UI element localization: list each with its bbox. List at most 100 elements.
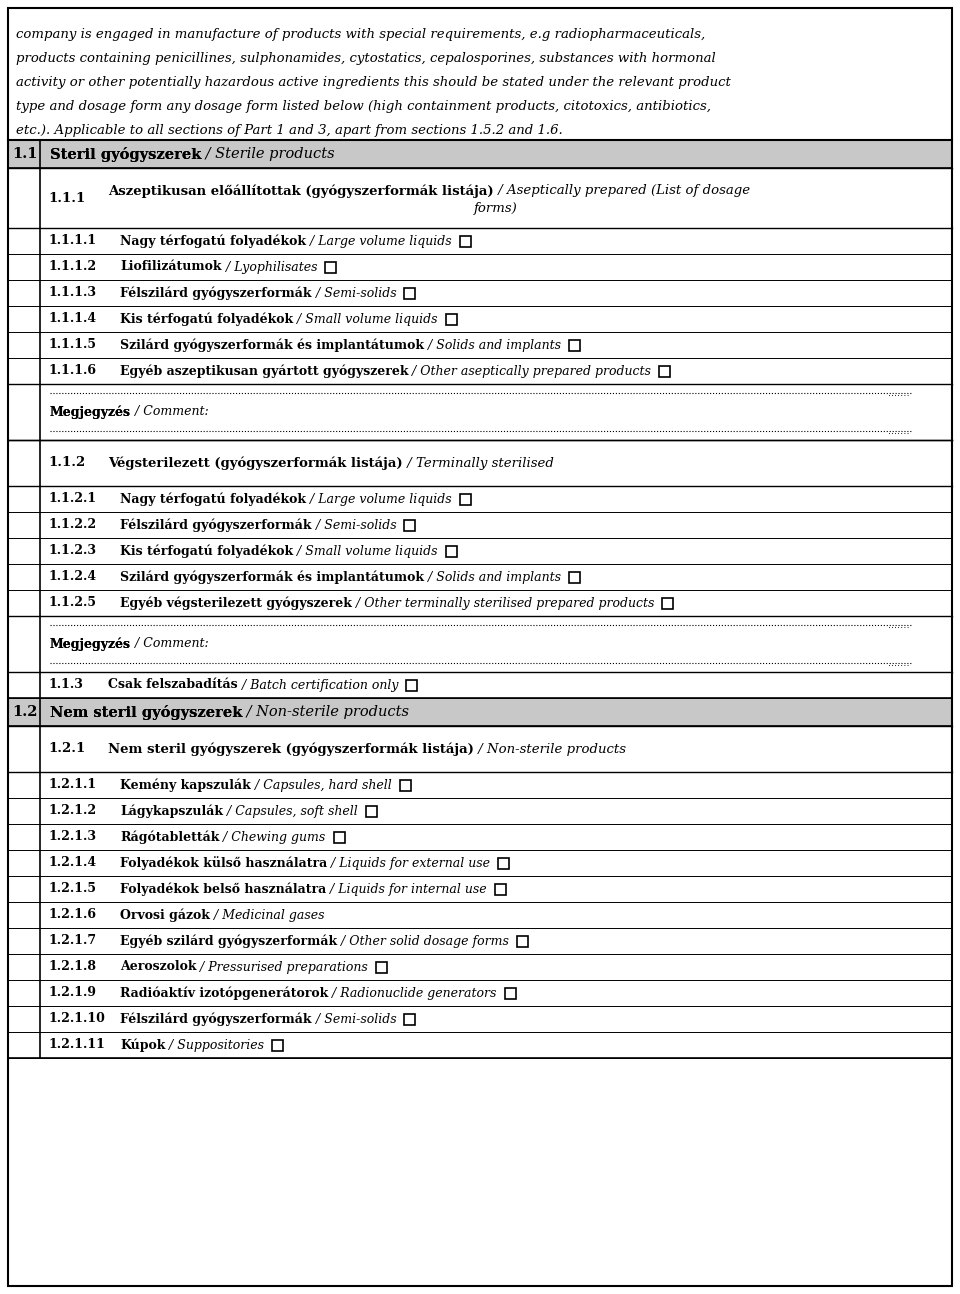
Text: ....…: ....… — [888, 620, 910, 630]
Bar — [8, 1033, 952, 1058]
Bar — [406, 679, 418, 691]
Text: / Other solid dosage forms: / Other solid dosage forms — [337, 934, 509, 947]
Text: / Other aseptically prepared products: / Other aseptically prepared products — [409, 365, 652, 378]
Text: 1.1.1.1: 1.1.1.1 — [48, 234, 96, 247]
Text: ....…: ....… — [888, 388, 910, 399]
Bar — [376, 961, 387, 973]
Text: Csak felszabadítás: Csak felszabadítás — [108, 678, 238, 691]
Text: 1.1.1.4: 1.1.1.4 — [48, 312, 96, 326]
Bar — [8, 538, 952, 564]
Text: 1.1.1.3: 1.1.1.3 — [48, 286, 96, 299]
Text: / Liquids for external use: / Liquids for external use — [327, 857, 491, 870]
Text: etc.). Applicable to all sections of Part 1 and 3, apart from sections 1.5.2 and: etc.). Applicable to all sections of Par… — [16, 124, 563, 137]
Bar — [498, 858, 509, 868]
Text: / Other terminally sterilised prepared products: / Other terminally sterilised prepared p… — [352, 597, 655, 609]
Text: 1.2: 1.2 — [12, 705, 37, 719]
Text: Nem steril gyógyszerek: Nem steril gyógyszerek — [50, 704, 242, 719]
Text: / Suppositories: / Suppositories — [165, 1039, 264, 1052]
Bar — [8, 487, 952, 512]
Bar — [445, 546, 457, 556]
Text: activity or other potentially hazardous active ingredients this should be stated: activity or other potentially hazardous … — [16, 76, 731, 89]
Bar — [8, 564, 952, 590]
Bar — [8, 358, 952, 384]
Bar — [8, 305, 952, 333]
Text: 1.2.1.8: 1.2.1.8 — [48, 960, 96, 973]
Text: ....…: ....… — [888, 657, 910, 668]
Text: 1.2.1.5: 1.2.1.5 — [48, 883, 96, 895]
Text: 1.2.1.1: 1.2.1.1 — [48, 779, 96, 792]
Text: products containing penicillines, sulphonamides, cytostatics, cepalosporines, su: products containing penicillines, sulpho… — [16, 52, 716, 65]
Text: / Large volume liquids: / Large volume liquids — [306, 234, 451, 247]
Text: Orvosi gázok: Orvosi gázok — [120, 908, 210, 921]
Text: / Pressurised preparations: / Pressurised preparations — [197, 960, 369, 973]
Text: / Chewing gums: / Chewing gums — [220, 831, 325, 844]
Bar — [8, 726, 952, 773]
Text: 1.1.1: 1.1.1 — [48, 192, 85, 204]
Text: 1.2.1: 1.2.1 — [48, 743, 85, 756]
Bar — [494, 884, 506, 894]
Text: 1.1.1.5: 1.1.1.5 — [48, 339, 96, 352]
Text: / Solids and implants: / Solids and implants — [424, 571, 561, 584]
Text: 1.2.1.3: 1.2.1.3 — [48, 831, 96, 844]
Text: Lágykapszulák: Lágykapszulák — [120, 805, 223, 818]
Text: Félszilárd gyógyszerformák: Félszilárd gyógyszerformák — [120, 519, 311, 532]
Text: 1.1.2.4: 1.1.2.4 — [48, 571, 96, 584]
Bar — [404, 519, 415, 531]
Text: Megjegyzés: Megjegyzés — [50, 405, 131, 419]
Text: / Semi-solids: / Semi-solids — [311, 519, 396, 532]
Bar — [8, 798, 952, 824]
Text: Végsterilezett (gyógyszerformák listája): Végsterilezett (gyógyszerformák listája) — [108, 457, 402, 470]
Text: / Radionuclide generators: / Radionuclide generators — [328, 986, 496, 999]
Bar — [8, 850, 952, 876]
Text: Megjegyzés: Megjegyzés — [50, 637, 131, 651]
Text: Nagy térfogatú folyadékok: Nagy térfogatú folyadékok — [120, 492, 306, 506]
Text: / Non-sterile products: / Non-sterile products — [242, 705, 409, 719]
Text: 1.2.1.4: 1.2.1.4 — [48, 857, 96, 870]
Text: Radióaktív izotópgenerátorok: Radióaktív izotópgenerátorok — [120, 986, 328, 1000]
Text: 1.1: 1.1 — [12, 148, 37, 160]
Text: / Batch certification only: / Batch certification only — [238, 678, 398, 691]
Text: / Capsules, soft shell: / Capsules, soft shell — [223, 805, 358, 818]
Bar — [404, 1013, 415, 1025]
Text: type and dosage form any dosage form listed below (high containment products, ci: type and dosage form any dosage form lis… — [16, 100, 711, 113]
Text: company is engaged in manufacture of products with special requirements, e.g rad: company is engaged in manufacture of pro… — [16, 28, 706, 41]
Bar — [8, 954, 952, 980]
Text: / Capsules, hard shell: / Capsules, hard shell — [251, 779, 392, 792]
Text: 1.2.1.9: 1.2.1.9 — [48, 986, 96, 999]
Bar — [460, 236, 470, 246]
Bar — [8, 980, 952, 1005]
Text: Rágótabletták: Rágótabletták — [120, 831, 220, 844]
Bar — [8, 672, 952, 697]
Text: Nem steril gyógyszerek: Nem steril gyógyszerek — [50, 704, 242, 719]
Bar — [8, 824, 952, 850]
Bar — [662, 598, 673, 608]
Text: / Large volume liquids: / Large volume liquids — [306, 493, 451, 506]
Text: 1.2.1.7: 1.2.1.7 — [48, 934, 96, 947]
Bar — [399, 779, 411, 791]
Bar — [325, 261, 336, 273]
Text: Megjegyzés: Megjegyzés — [50, 405, 131, 419]
Bar — [517, 936, 528, 946]
Text: 1.2.1.11: 1.2.1.11 — [48, 1039, 105, 1052]
Text: 1.1.3: 1.1.3 — [48, 678, 83, 691]
Bar — [8, 280, 952, 305]
Text: Folyadékok belső használatra: Folyadékok belső használatra — [120, 883, 326, 895]
Text: / Terminally sterilised: / Terminally sterilised — [402, 457, 554, 470]
Text: 1.1.2.1: 1.1.2.1 — [48, 493, 96, 506]
Text: 1.2.1.10: 1.2.1.10 — [48, 1012, 105, 1026]
Text: 1.1.2.2: 1.1.2.2 — [48, 519, 96, 532]
Text: / Semi-solids: / Semi-solids — [311, 1012, 396, 1026]
Bar — [404, 287, 415, 299]
Text: Kis térfogatú folyadékok: Kis térfogatú folyadékok — [120, 545, 293, 558]
Text: Steril gyógyszerek: Steril gyógyszerek — [50, 146, 202, 162]
Bar — [8, 228, 952, 254]
Text: forms): forms) — [474, 202, 517, 215]
Bar — [8, 254, 952, 280]
Text: / Liquids for internal use: / Liquids for internal use — [326, 883, 487, 895]
Text: / Non-sterile products: / Non-sterile products — [474, 743, 626, 756]
Bar — [8, 512, 952, 538]
Text: 1.1.2.5: 1.1.2.5 — [48, 597, 96, 609]
Bar — [8, 168, 952, 228]
Text: Folyadékok külső használatra: Folyadékok külső használatra — [120, 857, 327, 870]
Bar — [8, 590, 952, 616]
